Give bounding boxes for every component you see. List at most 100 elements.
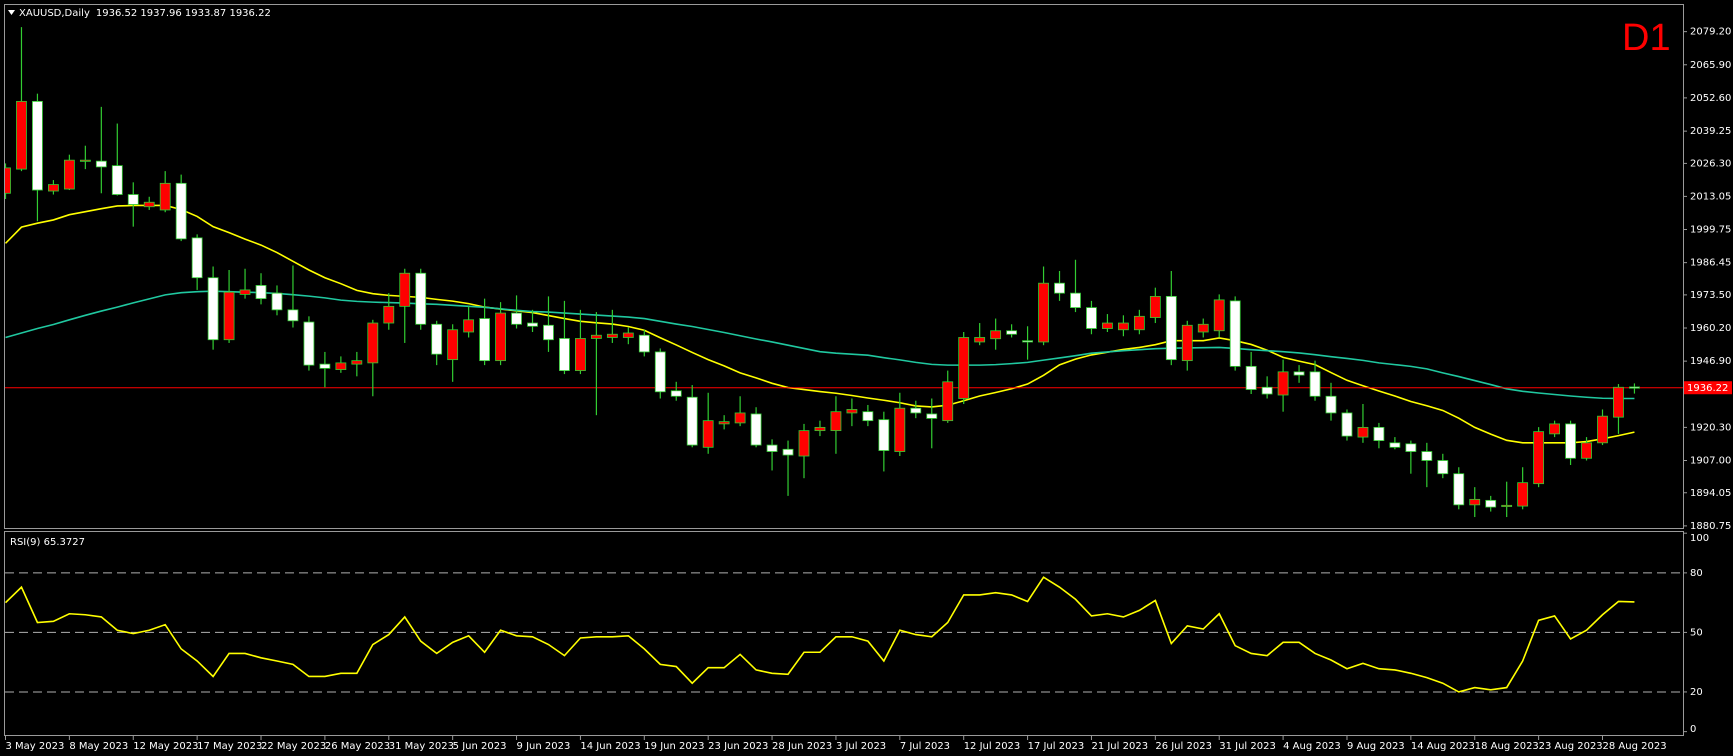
- candle-body: [1213, 299, 1225, 332]
- candle-body: [575, 338, 586, 372]
- candle-body: [559, 338, 570, 372]
- candle-body: [958, 337, 970, 399]
- x-tick-label: 14 Jun 2023: [580, 741, 640, 752]
- candle-body: [910, 407, 922, 414]
- candle-body: [638, 334, 650, 353]
- candle-body: [32, 100, 43, 191]
- candle-body: [1181, 324, 1193, 362]
- candle-body: [431, 323, 443, 355]
- x-tick-label: 7 Jul 2023: [900, 741, 950, 752]
- candle-body: [415, 272, 427, 325]
- y-tick-label: 2052.60: [1690, 93, 1731, 104]
- candle-body: [5, 167, 11, 194]
- candle-body: [1517, 482, 1529, 507]
- x-tick-label: 8 May 2023: [69, 741, 128, 752]
- y-tick-label: 1880.75: [1690, 521, 1731, 532]
- y-tick-label: 2026.30: [1690, 158, 1731, 169]
- candle-body: [782, 448, 794, 456]
- candle-body: [1341, 412, 1353, 437]
- candle-body: [1549, 423, 1560, 435]
- candle-body: [1357, 426, 1369, 438]
- x-tick-label: 5 Jun 2023: [453, 741, 507, 752]
- candle-body: [1245, 365, 1257, 390]
- y-tick-label: 80: [1690, 568, 1703, 579]
- candle-body: [383, 305, 395, 324]
- axes: 2079.20 2065.90 2052.60 2039.25 2026.30 2013.…: [5, 27, 1732, 752]
- candle-body: [63, 159, 75, 190]
- menu-arrow[interactable]: [8, 10, 15, 15]
- candle-body: [1022, 340, 1033, 343]
- chart-title: XAUUSD,Daily: [19, 8, 90, 19]
- candle-body: [1006, 330, 1018, 335]
- x-tick-label: 31 Jul 2023: [1219, 741, 1276, 752]
- candle-body: [1533, 431, 1545, 485]
- candle-body: [1293, 371, 1305, 376]
- x-tick-label: 14 Aug 2023: [1411, 741, 1475, 752]
- candle-body: [1070, 292, 1081, 308]
- candle-body: [862, 411, 874, 422]
- candle-body: [750, 413, 762, 446]
- candle-body: [255, 285, 267, 300]
- y-tick-label: 2039.25: [1690, 126, 1731, 137]
- candle-body: [1389, 442, 1401, 448]
- candle-body: [48, 184, 59, 192]
- candle-body: [1086, 307, 1097, 329]
- x-tick-label: 28 Jun 2023: [772, 741, 832, 752]
- candle-body: [1229, 300, 1241, 367]
- candle-body: [974, 337, 986, 343]
- candle-body: [479, 318, 491, 362]
- rsi-panel: [5, 572, 1683, 693]
- candle-body: [686, 396, 698, 446]
- candle-body: [287, 309, 299, 322]
- candle-body: [1437, 460, 1449, 475]
- candle-body: [319, 363, 331, 369]
- y-tick-label: 1907.00: [1690, 456, 1731, 467]
- candle-body: [527, 322, 538, 327]
- candle-body: [1421, 451, 1433, 461]
- timeframe-label: D1: [1622, 17, 1671, 59]
- candle-body: [1565, 423, 1576, 459]
- candle-body: [191, 237, 203, 279]
- x-tick-label: 28 Aug 2023: [1603, 741, 1667, 752]
- price-label: 1936.22: [1687, 383, 1728, 394]
- candle-body: [670, 390, 682, 397]
- candle-body: [95, 160, 107, 168]
- candle-body: [766, 444, 778, 452]
- x-tick-label: 12 Jul 2023: [964, 741, 1021, 752]
- x-tick-label: 26 Jul 2023: [1155, 741, 1212, 752]
- x-tick-label: 26 May 2023: [325, 741, 390, 752]
- x-tick-label: 21 Jul 2023: [1091, 741, 1148, 752]
- ohlc-values: 1936.52 1937.96 1933.87 1936.22: [96, 8, 271, 19]
- candle-body: [207, 277, 219, 341]
- y-tick-label: 50: [1690, 627, 1703, 638]
- x-tick-label: 18 Aug 2023: [1475, 741, 1539, 752]
- x-tick-label: 17 May 2023: [197, 741, 262, 752]
- candle-body: [734, 412, 746, 424]
- rsi-panel-border: [4, 531, 1684, 736]
- candle-body: [718, 421, 730, 425]
- candle-body: [1038, 282, 1049, 343]
- candle-body: [1453, 473, 1465, 506]
- y-tick-label: 1973.50: [1690, 290, 1731, 301]
- y-tick-label: 2065.90: [1690, 60, 1731, 71]
- x-tick-label: 3 Jul 2023: [836, 741, 886, 752]
- candle-body: [303, 321, 315, 366]
- y-tick-label: 1999.75: [1690, 225, 1731, 236]
- x-tick-label: 4 Aug 2023: [1283, 741, 1341, 752]
- candle-body: [798, 430, 810, 457]
- candle-body: [1118, 322, 1129, 331]
- candle-body: [1133, 315, 1145, 331]
- candle-body: [511, 312, 522, 325]
- y-tick-label: 1920.30: [1690, 422, 1731, 433]
- candle-body: [127, 194, 139, 205]
- moving-average-line: [5, 204, 1635, 444]
- x-tick-label: 19 Jun 2023: [644, 741, 704, 752]
- candle-body: [159, 182, 171, 211]
- candle-body: [1165, 295, 1177, 361]
- candle-body: [1261, 386, 1273, 395]
- candle-body: [606, 333, 618, 338]
- y-tick-label: 1894.05: [1690, 488, 1731, 499]
- candle-body: [814, 426, 826, 432]
